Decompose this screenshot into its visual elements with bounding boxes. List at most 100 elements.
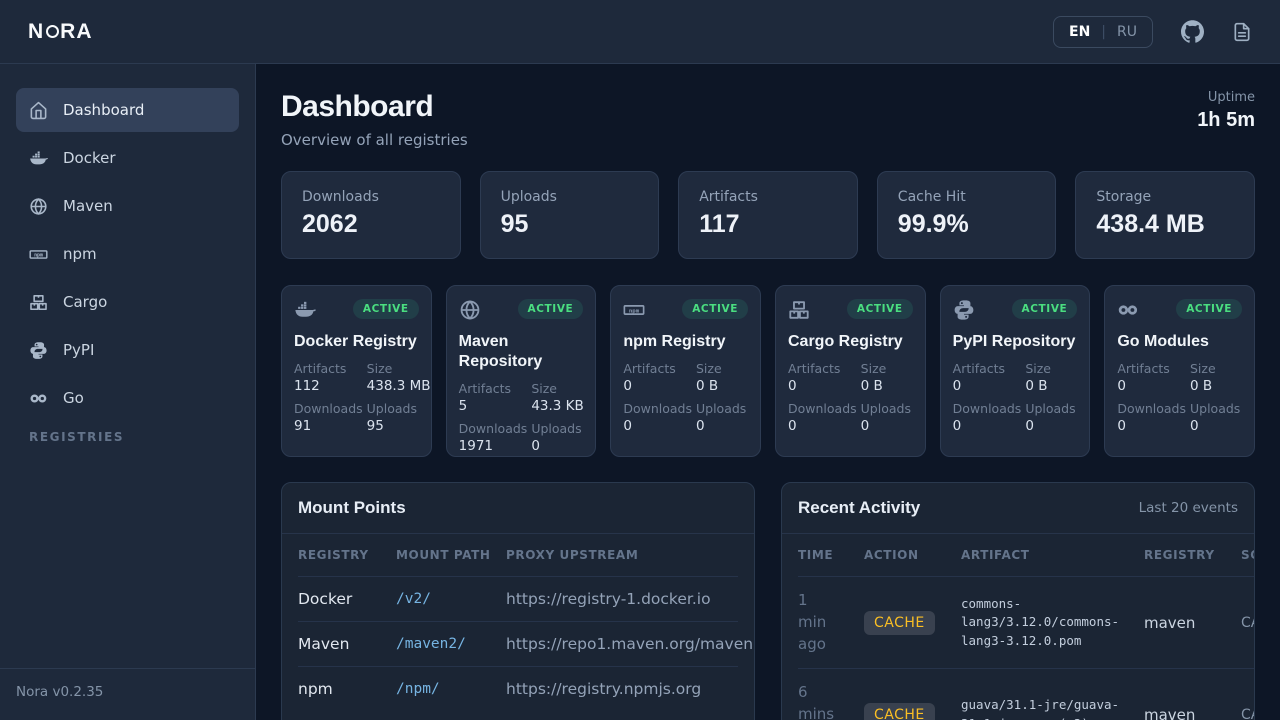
registry-stat-label: Uploads [366, 401, 417, 416]
go-icon [1117, 299, 1139, 321]
home-icon [29, 101, 48, 120]
sidebar-item-pypi[interactable]: PyPI [16, 328, 239, 372]
stat-value: 117 [699, 210, 740, 238]
registry-cards-row: ACTIVE Docker Registry Artifacts 112 Size… [281, 285, 1255, 457]
sidebar-item-dashboard[interactable]: Dashboard [16, 88, 239, 132]
topbar-actions: EN | RU [1053, 15, 1252, 48]
registry-card-cargo[interactable]: ACTIVE Cargo Registry Artifacts 0 Size 0 B… [775, 285, 926, 457]
registry-stat-label: Artifacts [788, 361, 841, 376]
stat-card-cache-hit: Cache Hit 99.9% [876, 171, 1057, 259]
registry-stat-label: Uploads [1189, 401, 1241, 416]
globe-icon [29, 197, 48, 216]
registry-stat-label: Downloads [458, 421, 528, 436]
registry-stat-value: 0 [1189, 418, 1199, 434]
stat-card-artifacts: Artifacts 117 [678, 171, 858, 259]
registry-stat-label: Downloads [623, 401, 692, 416]
recent-activity-table: TIME ACTION ARTIFACT REGISTRY SOURCE 1 m… [798, 534, 1254, 720]
sidebar-section-registries: REGISTRIES [29, 430, 125, 444]
registry-card-maven[interactable]: ACTIVE Maven Repository Artifacts 5 Size 4… [445, 285, 597, 457]
page-subtitle: Overview of all registries [281, 131, 468, 149]
registry-card-pypi[interactable]: ACTIVE PyPI Repository Artifacts 0 Size 0 … [939, 285, 1091, 457]
sidebar-item-cargo[interactable]: Cargo [16, 280, 239, 324]
registry-stat-value: 112 [294, 378, 320, 394]
activity-row: 6 mins ago CACHE guava/31.1-jre/guava-31… [798, 668, 1254, 720]
github-icon[interactable] [1181, 20, 1204, 43]
sidebar-item-docker[interactable]: Docker [16, 136, 239, 180]
logo-o-ring [46, 25, 60, 38]
column-header-proxy-upstream: PROXY UPSTREAM [506, 548, 639, 562]
registry-stat-value: 0 [623, 378, 632, 394]
sidebar: Dashboard Docker Maven npm Cargo PyPI Go… [0, 64, 256, 720]
status-badge: ACTIVE [352, 299, 419, 319]
recent-activity-panel: Recent Activity Last 20 events TIME ACTI… [781, 482, 1255, 720]
activity-artifact: commons-lang3/3.12.0/commons-lang3-3.12.… [961, 595, 1120, 649]
mount-path: /v2/ [396, 591, 431, 608]
column-header-source: SOURCE [1241, 548, 1254, 562]
activity-time: 6 mins ago [798, 683, 835, 720]
registry-card-docker[interactable]: ACTIVE Docker Registry Artifacts 112 Size… [281, 285, 432, 457]
registry-stat-value: 0 [952, 418, 962, 434]
registry-card-go[interactable]: ACTIVE Go Modules Artifacts 0 Size 0 B Dow… [1104, 285, 1255, 457]
registry-stat-label: Uploads [1025, 401, 1076, 416]
sidebar-item-npm[interactable]: npm [16, 232, 239, 276]
activity-artifact: guava/31.1-jre/guava-31.1-jre.pom (x2) [961, 697, 1120, 720]
main-content: Dashboard Overview of all registries Upt… [256, 64, 1280, 720]
column-header-artifact: ARTIFACT [961, 548, 1030, 562]
stat-card-downloads: Downloads 2062 [281, 171, 461, 259]
registry-stat-value: 0 [788, 378, 797, 394]
page-title: Dashboard [281, 90, 434, 123]
lang-option-en[interactable]: EN [1069, 23, 1091, 40]
registry-stat-label: Downloads [1117, 401, 1186, 416]
column-header-action: ACTION [864, 548, 919, 562]
mount-registry: Docker [298, 590, 353, 609]
column-header-registry: REGISTRY [1144, 548, 1215, 562]
registry-stat-label: Size [1025, 361, 1051, 376]
status-badge: ACTIVE [846, 299, 913, 319]
stat-label: Downloads [302, 189, 379, 205]
mount-points-panel: Mount Points REGISTRY MOUNT PATH PROXY U… [281, 482, 755, 720]
registry-card-npm[interactable]: ACTIVE npm Registry Artifacts 0 Size 0 B D… [610, 285, 761, 457]
app-version: Nora v0.2.35 [0, 668, 255, 720]
registry-stat-label: Downloads [952, 401, 1022, 416]
registry-stat-value: 0 [531, 438, 540, 454]
registry-stat-value: 0 [788, 418, 797, 434]
npm-icon [623, 299, 645, 321]
registry-stat-value: 0 [695, 418, 705, 434]
docker-icon [29, 149, 48, 168]
registry-stat-value: 438.3 MB [366, 378, 431, 394]
registry-stat-value: 0 B [860, 378, 883, 394]
registry-stat-value: 0 [1025, 418, 1034, 434]
action-badge: CACHE [864, 703, 935, 720]
status-badge: ACTIVE [517, 299, 584, 319]
logo-text-ra: RA [60, 19, 93, 43]
docker-icon [294, 299, 316, 321]
registry-stat-value: 0 [952, 378, 962, 394]
mount-path: /maven2/ [396, 636, 466, 653]
registry-name: npm Registry [623, 333, 726, 350]
sidebar-item-go[interactable]: Go [16, 376, 239, 420]
stat-label: Uploads [500, 189, 557, 205]
sidebar-item-label: Dashboard [63, 101, 145, 119]
uptime-value: 1h 5m [1197, 109, 1255, 131]
app-logo: N RA [28, 20, 93, 44]
stats-row: Downloads 2062 Uploads 95 Artifacts 117 … [281, 171, 1255, 259]
npm-icon [29, 245, 48, 264]
registry-stat-value: 0 B [1189, 378, 1213, 394]
activity-source: CACHE [1241, 707, 1254, 720]
stat-label: Cache Hit [897, 189, 966, 205]
registry-stat-value: 0 [1117, 378, 1126, 394]
lang-option-ru[interactable]: RU [1117, 23, 1137, 40]
recent-activity-title: Recent Activity [798, 498, 921, 517]
registry-stat-label: Artifacts [294, 361, 347, 376]
docs-file-icon[interactable] [1232, 22, 1252, 42]
sidebar-item-label: Docker [63, 149, 116, 167]
status-badge: ACTIVE [1176, 299, 1242, 319]
registry-stat-label: Artifacts [952, 361, 1006, 376]
uptime-block: Uptime 1h 5m [1197, 90, 1255, 132]
sidebar-item-label: Go [63, 389, 84, 407]
sidebar-item-label: Cargo [63, 293, 108, 311]
recent-activity-subtitle: Last 20 events [1138, 500, 1238, 516]
language-toggle[interactable]: EN | RU [1053, 15, 1153, 48]
column-header-time: TIME [798, 548, 834, 562]
sidebar-item-maven[interactable]: Maven [16, 184, 239, 228]
